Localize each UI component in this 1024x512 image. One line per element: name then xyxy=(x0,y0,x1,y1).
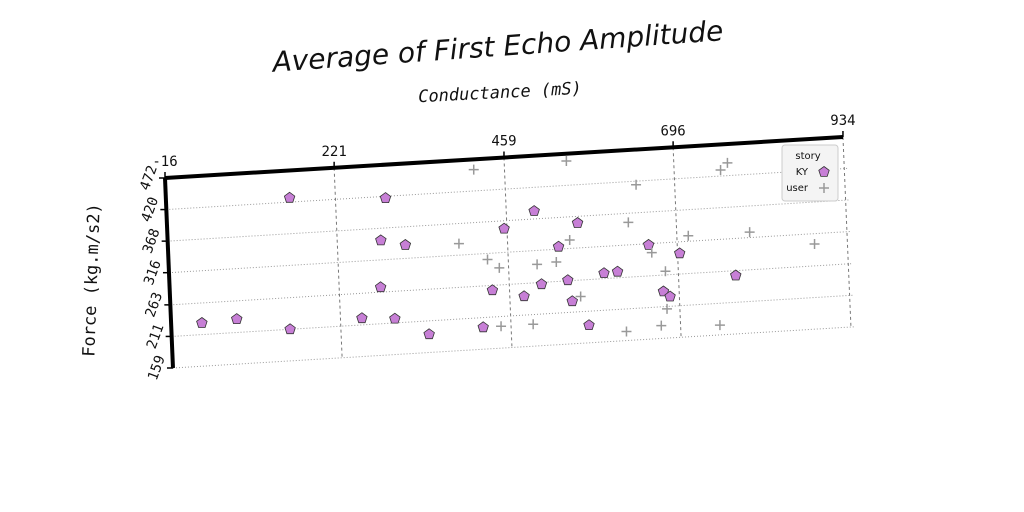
data-point xyxy=(566,295,578,307)
y-tick-label: 316 xyxy=(141,258,165,287)
data-point xyxy=(809,238,820,249)
x-tick-label: 696 xyxy=(660,123,685,139)
data-point xyxy=(571,217,584,228)
y-tick-label: 368 xyxy=(140,227,164,256)
data-point xyxy=(623,217,634,228)
y-axis-label: Force (kg.m/s2) xyxy=(79,203,104,357)
data-point xyxy=(562,274,574,286)
data-point xyxy=(423,328,435,340)
grid-line xyxy=(166,167,849,211)
data-point xyxy=(611,265,624,277)
data-point xyxy=(528,205,540,216)
data-point xyxy=(642,238,655,250)
data-point xyxy=(744,227,755,238)
data-point xyxy=(389,312,401,324)
y-tick-label: 211 xyxy=(144,322,168,351)
data-point xyxy=(551,257,562,268)
data-point xyxy=(453,238,464,249)
data-point xyxy=(552,240,565,252)
data-point xyxy=(196,317,208,328)
x-tick-label: 934 xyxy=(830,113,855,129)
x-tick-label: 459 xyxy=(491,133,516,149)
grid-line xyxy=(172,326,855,369)
x-axis-label: Conductance (mS) xyxy=(418,79,583,108)
data-point xyxy=(231,313,243,325)
data-point xyxy=(535,278,548,290)
data-point xyxy=(284,323,296,335)
data-point xyxy=(518,290,530,302)
data-point xyxy=(356,312,368,324)
data-point xyxy=(498,222,510,234)
x-tick-label: 221 xyxy=(321,144,346,160)
y-tick-label: 263 xyxy=(142,290,166,319)
data-point xyxy=(583,319,595,331)
y-tick-label: 472 xyxy=(137,163,161,192)
grid-line xyxy=(333,167,343,358)
legend-label: KY xyxy=(796,167,809,178)
data-point xyxy=(375,234,387,246)
data-point xyxy=(683,230,694,241)
data-point xyxy=(598,267,610,279)
data-point xyxy=(494,262,505,273)
data-point xyxy=(399,239,412,250)
data-point xyxy=(664,290,676,302)
data-point xyxy=(722,157,733,168)
grid-line xyxy=(171,294,854,337)
data-point xyxy=(482,254,493,265)
legend-marker xyxy=(818,166,830,177)
data-point xyxy=(621,326,632,337)
data-point xyxy=(564,234,575,245)
grid-line xyxy=(170,263,853,306)
data-point xyxy=(714,320,725,331)
data-point xyxy=(528,319,539,330)
grid-line xyxy=(842,136,852,328)
data-point xyxy=(657,285,670,297)
data-point xyxy=(374,281,387,293)
data-point xyxy=(575,291,586,302)
data-point xyxy=(477,321,489,333)
data-point xyxy=(674,247,686,259)
data-point xyxy=(646,247,657,258)
chart-title: Average of First Echo Amplitude xyxy=(269,14,724,79)
data-point xyxy=(561,156,572,167)
x-tick-label: -16 xyxy=(152,154,177,170)
y-tick-label: 159 xyxy=(145,353,169,382)
legend-title: story xyxy=(795,151,820,162)
data-point xyxy=(486,284,499,296)
data-point xyxy=(660,266,671,277)
data-point xyxy=(662,303,673,314)
data-point xyxy=(730,269,742,281)
grid-line xyxy=(672,147,682,338)
data-point xyxy=(496,321,507,332)
y-tick-label: 420 xyxy=(138,195,162,224)
data-point xyxy=(283,191,296,203)
grid-line xyxy=(168,230,851,274)
data-point xyxy=(656,320,667,331)
data-point xyxy=(631,179,642,190)
data-point xyxy=(379,192,392,204)
data-point xyxy=(715,164,726,175)
data-point xyxy=(468,164,479,175)
legend-label: user xyxy=(786,183,809,194)
grid-line xyxy=(167,199,850,242)
legend-marker xyxy=(819,183,829,193)
data-point xyxy=(532,259,543,270)
